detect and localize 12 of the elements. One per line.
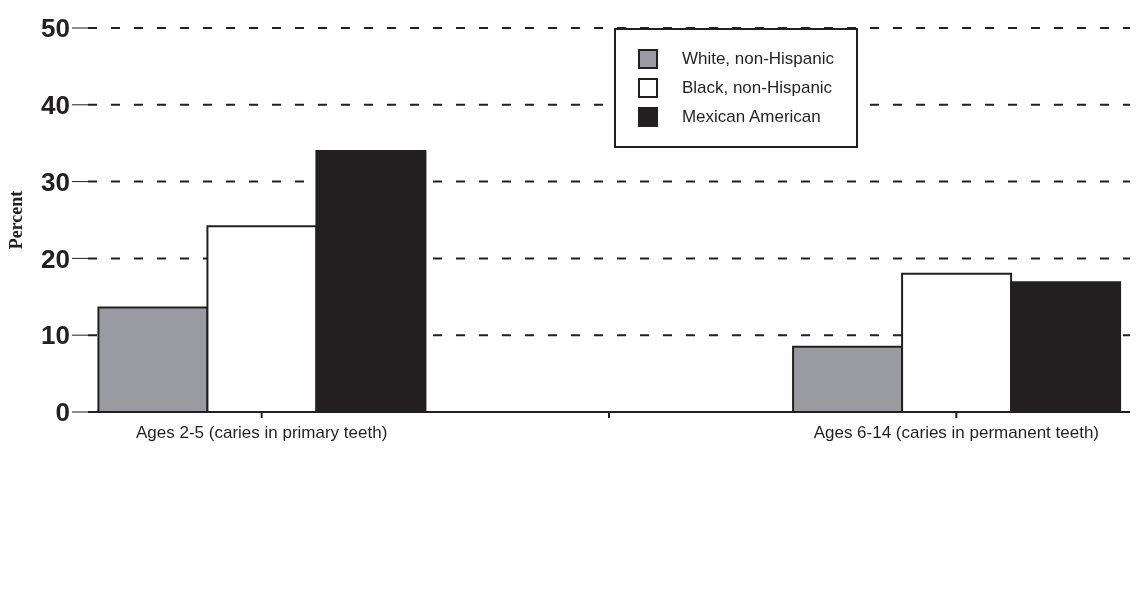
legend-label: Mexican American xyxy=(681,107,821,127)
legend-label: White, non-Hispanic xyxy=(681,49,834,69)
y-tick-label: 40 xyxy=(41,90,70,121)
y-tick-label: 0 xyxy=(55,397,70,428)
x-tick-label: Ages 2-5 (caries in primary teeth) xyxy=(136,423,388,442)
y-tick-label: 20 xyxy=(41,243,70,274)
y-tick-label: 30 xyxy=(41,166,70,197)
legend-label: Black, non-Hispanic xyxy=(681,78,833,98)
y-tick-label: 10 xyxy=(41,320,70,351)
x-tick-label: Ages 6-14 (caries in permanent teeth) xyxy=(813,423,1100,442)
y-axis-title: Percent xyxy=(6,190,27,250)
y-tick-label: 50 xyxy=(41,13,70,44)
